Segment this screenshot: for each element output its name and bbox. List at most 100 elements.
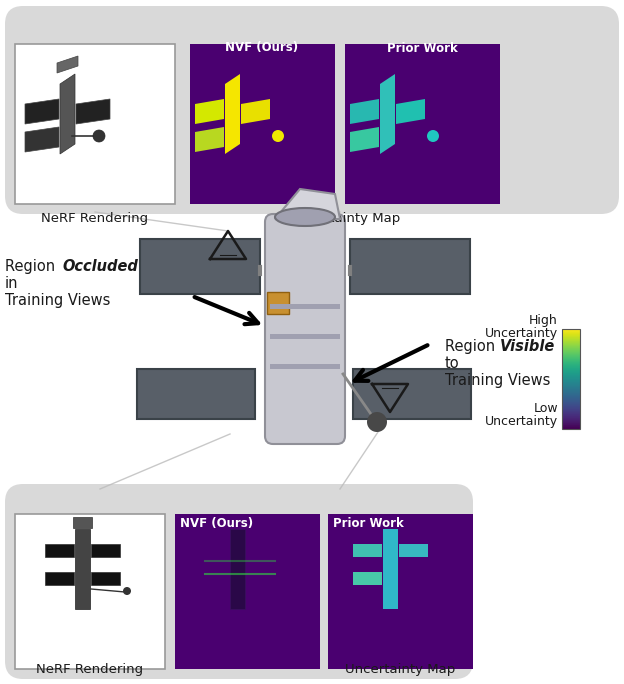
Polygon shape <box>75 529 90 609</box>
Bar <box>562 339 580 340</box>
Bar <box>562 334 580 335</box>
Bar <box>562 375 580 376</box>
Bar <box>562 397 580 398</box>
Bar <box>562 350 580 352</box>
Circle shape <box>427 130 439 142</box>
Polygon shape <box>25 99 59 124</box>
Polygon shape <box>399 544 428 557</box>
Bar <box>562 423 580 425</box>
Bar <box>562 371 580 373</box>
Bar <box>562 417 580 419</box>
Text: Uncertainty: Uncertainty <box>485 327 558 340</box>
Bar <box>562 363 580 365</box>
Bar <box>562 410 580 411</box>
Text: Occluded: Occluded <box>62 259 138 274</box>
Bar <box>562 341 580 343</box>
Bar <box>562 412 580 414</box>
Polygon shape <box>45 572 74 585</box>
Bar <box>562 369 580 370</box>
Bar <box>562 408 580 409</box>
Circle shape <box>93 130 105 142</box>
Bar <box>267 292 289 314</box>
Bar <box>562 389 580 391</box>
Bar <box>562 347 580 349</box>
Bar <box>562 367 580 369</box>
Bar <box>562 419 580 421</box>
Text: NeRF Rendering: NeRF Rendering <box>36 663 144 676</box>
Bar <box>562 417 580 418</box>
Bar <box>562 391 580 393</box>
Bar <box>562 330 580 332</box>
Polygon shape <box>353 572 382 585</box>
Bar <box>562 345 580 347</box>
FancyBboxPatch shape <box>5 484 473 679</box>
Bar <box>562 386 580 388</box>
Polygon shape <box>195 99 224 124</box>
Bar <box>562 401 580 402</box>
Bar <box>562 427 580 428</box>
Text: Visible: Visible <box>500 339 555 354</box>
Bar <box>562 352 580 354</box>
Text: in: in <box>5 276 19 291</box>
Text: Low: Low <box>534 402 558 415</box>
Bar <box>562 404 580 406</box>
Bar <box>270 364 340 369</box>
Bar <box>562 371 580 372</box>
Bar <box>562 410 580 412</box>
Bar <box>562 343 580 344</box>
Bar <box>562 428 580 429</box>
Polygon shape <box>225 74 240 154</box>
Bar <box>562 358 580 359</box>
Bar <box>562 380 580 381</box>
Bar <box>562 329 580 429</box>
Text: High: High <box>529 314 558 327</box>
Bar <box>353 369 471 419</box>
Text: Uncertainty Map: Uncertainty Map <box>345 663 455 676</box>
Bar <box>562 399 580 401</box>
Bar <box>562 384 580 386</box>
Bar <box>270 334 340 339</box>
Bar <box>562 395 580 396</box>
Bar <box>562 365 580 367</box>
Bar <box>350 239 470 294</box>
Bar <box>562 402 580 404</box>
Bar <box>562 393 580 395</box>
Polygon shape <box>25 127 59 152</box>
Bar <box>562 345 580 346</box>
Bar <box>562 369 580 371</box>
Bar <box>562 376 580 377</box>
Circle shape <box>367 412 387 432</box>
Bar <box>562 356 580 358</box>
Bar <box>562 391 580 392</box>
Bar <box>562 376 580 378</box>
Polygon shape <box>91 544 120 557</box>
Bar <box>562 328 580 330</box>
Bar <box>562 408 580 410</box>
Bar <box>345 44 500 204</box>
Bar <box>562 384 580 385</box>
Bar <box>562 373 580 375</box>
Bar <box>562 358 580 360</box>
Bar <box>562 339 580 341</box>
Bar <box>15 44 175 204</box>
Polygon shape <box>91 572 120 585</box>
Polygon shape <box>353 544 382 557</box>
Polygon shape <box>383 529 398 609</box>
Bar <box>562 399 580 400</box>
Text: NVF (Ours): NVF (Ours) <box>225 42 298 55</box>
Polygon shape <box>350 127 379 152</box>
Bar <box>562 388 580 389</box>
Bar <box>562 397 580 399</box>
Text: to: to <box>445 356 460 371</box>
Bar <box>562 332 580 334</box>
Bar <box>562 330 580 331</box>
Text: NVF (Ours): NVF (Ours) <box>180 517 253 530</box>
Circle shape <box>272 130 284 142</box>
Bar <box>15 514 165 669</box>
Polygon shape <box>396 99 425 124</box>
Bar <box>562 350 580 351</box>
Bar <box>562 393 580 394</box>
Bar <box>562 349 580 350</box>
Bar <box>562 334 580 336</box>
Text: Training Views: Training Views <box>5 293 110 308</box>
